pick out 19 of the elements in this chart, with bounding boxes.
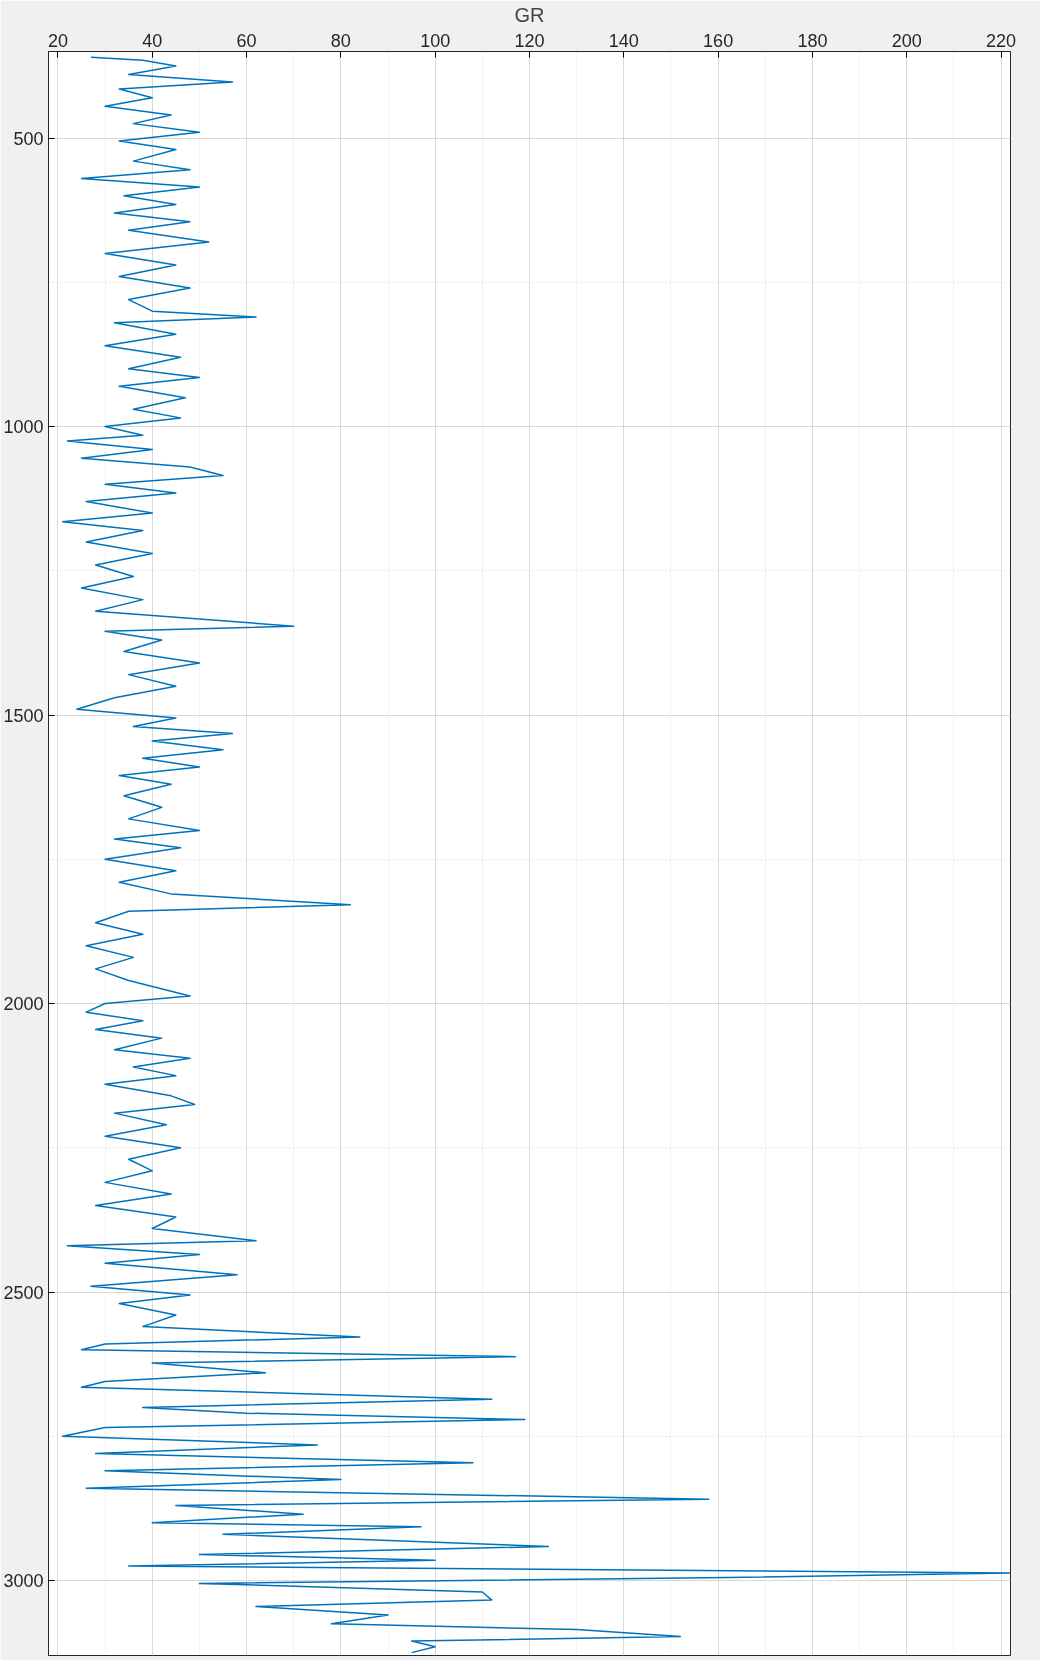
y-tick-label: 2500: [3, 1282, 44, 1303]
y-tick-label: 1500: [3, 705, 44, 726]
x-tick-label: 180: [797, 30, 828, 51]
x-tick-label: 40: [142, 30, 163, 51]
x-tick-label: 80: [330, 30, 351, 51]
x-tick-label: 200: [891, 30, 922, 51]
x-axis-title: GR: [514, 3, 545, 26]
x-tick-label: 120: [514, 30, 545, 51]
x-tick-label: 160: [703, 30, 734, 51]
x-tick-label: 140: [608, 30, 639, 51]
x-tick-label: 60: [236, 30, 257, 51]
y-tick-label: 3000: [3, 1570, 44, 1591]
x-tick-label: 220: [986, 30, 1017, 51]
x-tick-label: 100: [420, 30, 451, 51]
line-series: [61, 56, 1011, 1654]
x-tick-label: 20: [47, 30, 68, 51]
y-tick-label: 1000: [3, 417, 44, 438]
y-tick-label: 2000: [3, 994, 44, 1015]
y-tick-label: 500: [13, 128, 44, 149]
